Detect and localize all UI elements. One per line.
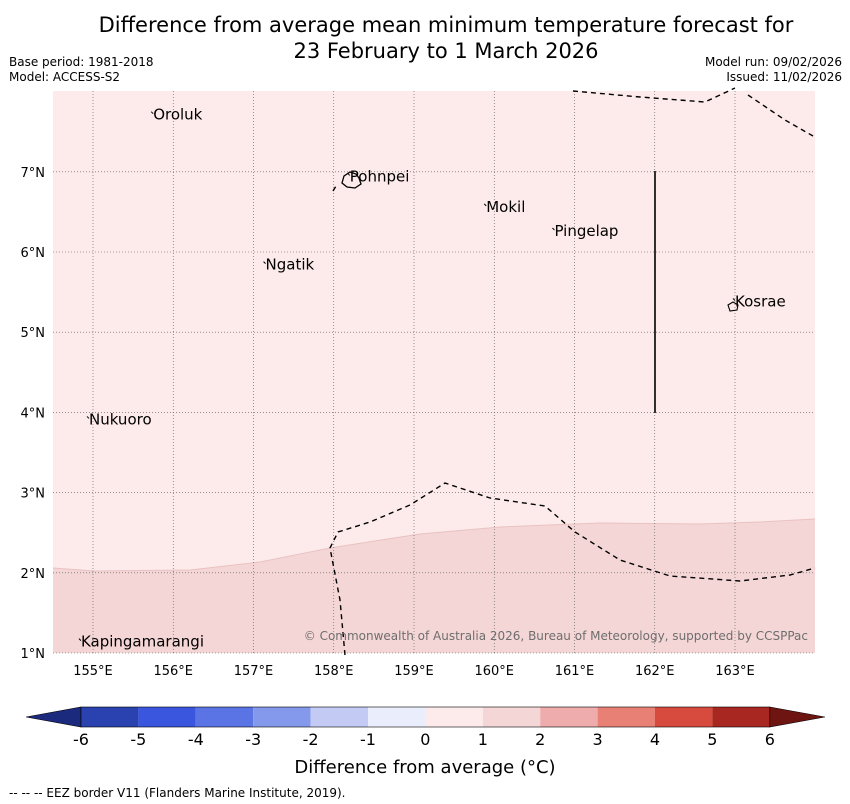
colorbar-tick-label: -1 bbox=[360, 730, 376, 749]
lat-tick-label: 7°N bbox=[21, 166, 46, 181]
map-title: Difference from average mean minimum tem… bbox=[0, 12, 850, 64]
island-marker bbox=[86, 416, 90, 419]
colorbar-title: Difference from average (°C) bbox=[294, 757, 556, 778]
eez-border-north bbox=[572, 87, 736, 103]
place-label-pingelap: Pingelap bbox=[554, 222, 618, 240]
lon-tick-label: 155°E bbox=[73, 664, 113, 679]
lon-tick-label: 157°E bbox=[234, 664, 274, 679]
lon-tick-label: 160°E bbox=[474, 664, 514, 679]
place-label-kapingamarangi: Kapingamarangi bbox=[81, 633, 204, 651]
colorbar-segment bbox=[138, 707, 196, 727]
place-label-oroluk: Oroluk bbox=[153, 106, 202, 124]
eez-border-south bbox=[329, 482, 816, 656]
colorbar-segment bbox=[195, 707, 254, 727]
colorbar-tick-label: 6 bbox=[764, 730, 775, 749]
pohnpei-island-shape bbox=[341, 171, 362, 189]
island-marker bbox=[552, 227, 555, 231]
colorbar-segment bbox=[425, 707, 483, 727]
lat-tick-label: 1°N bbox=[21, 647, 46, 662]
colorbar-segment bbox=[540, 707, 598, 727]
colorbar-segment bbox=[310, 707, 368, 727]
island-marker bbox=[150, 111, 154, 115]
copyright-notice: © Commonwealth of Australia 2026, Bureau… bbox=[304, 629, 808, 643]
colorbar-extend-low bbox=[25, 706, 82, 728]
colorbar-extend-high bbox=[769, 706, 826, 728]
lon-tick-label: 156°E bbox=[153, 664, 193, 679]
eez-border-fragment bbox=[332, 185, 337, 192]
base-period: Base period: 1981-2018 bbox=[9, 55, 154, 69]
model-run: Model run: 09/02/2026 bbox=[704, 55, 842, 69]
eez-border-note: -- -- -- EEZ border V11 (Flanders Marine… bbox=[9, 786, 346, 800]
title-line-2: 23 February to 1 March 2026 bbox=[293, 39, 599, 63]
colorbar-segment bbox=[81, 707, 139, 727]
eez-borders bbox=[329, 87, 816, 656]
run-info: Model run: 09/02/2026 Issued: 11/02/2026 bbox=[705, 55, 842, 85]
lat-tick-label: 2°N bbox=[21, 567, 46, 582]
colorbar-tick-label: 1 bbox=[477, 730, 488, 749]
colorbar-segment bbox=[712, 707, 770, 727]
place-label-kosrae: Kosrae bbox=[735, 293, 786, 311]
lat-tick-label: 5°N bbox=[21, 326, 46, 341]
colorbar-tick-label: 3 bbox=[592, 730, 603, 749]
colorbar-tick-label: -3 bbox=[245, 730, 262, 749]
colorbar-segment bbox=[597, 707, 655, 727]
lat-tick-label: 4°N bbox=[21, 406, 46, 421]
island-marker bbox=[732, 298, 736, 301]
colorbar-segment bbox=[253, 707, 311, 727]
model-name: Model: ACCESS-S2 bbox=[9, 70, 121, 84]
place-label-nukuoro: Nukuoro bbox=[89, 410, 152, 428]
colorbar-segment bbox=[368, 707, 426, 727]
model-info: Base period: 1981-2018 Model: ACCESS-S2 bbox=[9, 55, 154, 85]
place-labels: Oroluk Pohnpei Mokil Pingelap Ngatik Kosrae Nu… bbox=[78, 106, 786, 651]
eez-border-northeast bbox=[747, 94, 814, 137]
lon-tick-label: 163°E bbox=[715, 664, 755, 679]
place-label-mokil: Mokil bbox=[486, 198, 525, 216]
island-marker bbox=[347, 173, 351, 176]
colorbar-segment bbox=[655, 707, 713, 727]
colorbar-tick-label: 2 bbox=[535, 730, 546, 749]
island-marker bbox=[78, 638, 82, 641]
place-label-ngatik: Ngatik bbox=[266, 256, 315, 274]
island-marker bbox=[263, 261, 266, 264]
island-marker bbox=[483, 203, 487, 207]
colorbar-segment bbox=[482, 707, 541, 727]
contour-line-1c bbox=[52, 518, 816, 572]
colorbar-tick-label: -4 bbox=[187, 730, 204, 749]
lat-tick-label: 3°N bbox=[21, 487, 46, 502]
anomaly-band-1-to-2 bbox=[53, 519, 815, 653]
lon-tick-label: 159°E bbox=[394, 664, 434, 679]
issued-date: Issued: 11/02/2026 bbox=[726, 70, 842, 84]
colorbar-tick-label: -6 bbox=[73, 730, 89, 749]
lon-tick-label: 162°E bbox=[635, 664, 675, 679]
lon-tick-label: 158°E bbox=[314, 664, 354, 679]
colorbar-tick-label: 5 bbox=[707, 730, 718, 749]
lon-tick-label: 161°E bbox=[555, 664, 595, 679]
colorbar-tick-label: -5 bbox=[130, 730, 147, 749]
colorbar bbox=[25, 706, 826, 728]
title-line-1: Difference from average mean minimum tem… bbox=[98, 13, 794, 37]
kosrae-island-shape bbox=[727, 301, 739, 312]
colorbar-tick-label: 0 bbox=[420, 730, 431, 749]
lat-tick-label: 6°N bbox=[21, 246, 46, 261]
axis-ticks: 155°E 156°E 157°E 158°E 159°E 160°E 161°E 162°E… bbox=[21, 166, 755, 679]
colorbar-tick-label: -2 bbox=[302, 730, 319, 749]
place-label-pohnpei: Pohnpei bbox=[350, 167, 410, 185]
colorbar-tick-label: 4 bbox=[649, 730, 661, 749]
